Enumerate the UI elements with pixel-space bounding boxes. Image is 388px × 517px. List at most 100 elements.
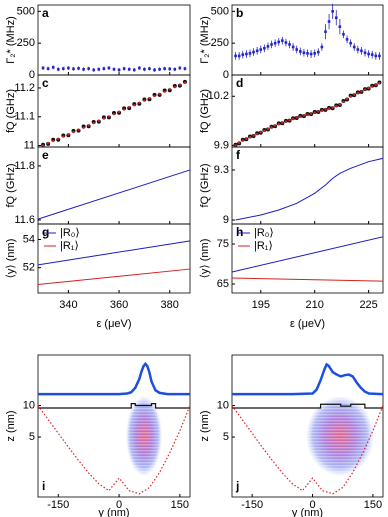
- point: [72, 67, 75, 71]
- point: [378, 54, 381, 58]
- panel-letter: a: [42, 6, 49, 20]
- point: [371, 85, 374, 88]
- panel-frame: [37, 223, 191, 294]
- series-line: [232, 403, 383, 409]
- point: [133, 104, 136, 107]
- x-tick-label: 225: [359, 299, 377, 311]
- point: [295, 48, 299, 51]
- panel-frame: [37, 4, 191, 76]
- point: [237, 54, 241, 58]
- panel-letter: b: [236, 6, 243, 20]
- x-tick-label: 195: [252, 299, 270, 311]
- series-line: [37, 169, 191, 220]
- y-tick-label: 11.1: [14, 111, 35, 123]
- point: [291, 45, 295, 49]
- point: [41, 66, 45, 70]
- panel-letter: f: [236, 148, 241, 162]
- point: [102, 117, 106, 120]
- point: [122, 108, 126, 111]
- y-tick-label: 11.6: [14, 214, 35, 226]
- point: [87, 124, 90, 127]
- point: [270, 43, 273, 46]
- y-axis-label: ⟨y⟩ (nm): [5, 239, 17, 279]
- y-axis-label: fQ (GHz): [199, 89, 211, 133]
- point: [277, 40, 281, 44]
- point: [299, 50, 302, 53]
- point: [252, 134, 255, 137]
- point: [277, 122, 280, 126]
- point: [342, 100, 345, 103]
- x-tick-label: -150: [241, 499, 263, 511]
- panel-letter: i: [42, 479, 45, 493]
- point: [102, 67, 106, 70]
- point: [306, 113, 309, 116]
- y-tick-label: 5: [29, 431, 35, 443]
- point: [345, 38, 349, 41]
- y-tick-label: 11.2: [14, 82, 35, 94]
- density-stripes: [306, 396, 374, 476]
- x-tick-label: -150: [47, 499, 69, 511]
- panel-frame: [231, 4, 384, 76]
- point: [302, 51, 306, 55]
- y-tick-label: 250: [211, 37, 229, 49]
- panel-letter: d: [236, 76, 243, 90]
- x-tick-label: 340: [59, 299, 77, 311]
- point: [266, 127, 270, 131]
- point: [334, 16, 338, 20]
- point: [241, 53, 245, 56]
- x-tick-label: 360: [110, 299, 128, 311]
- point: [313, 52, 316, 55]
- point: [363, 88, 367, 91]
- point: [295, 116, 298, 119]
- point: [178, 66, 182, 70]
- y-tick-label: 10: [23, 399, 35, 411]
- point: [349, 95, 352, 98]
- point: [327, 107, 331, 110]
- point: [158, 92, 161, 96]
- panel-letter: h: [236, 225, 243, 239]
- y-axis-label: Γ₂* (MHz): [199, 16, 211, 64]
- legend-label: |R₀⟩: [60, 227, 80, 239]
- point: [132, 68, 136, 72]
- point: [259, 48, 263, 51]
- legend-label: |R₀⟩: [254, 227, 274, 239]
- point: [67, 66, 70, 70]
- legend-label: |R₁⟩: [60, 240, 79, 252]
- panel-frame: [37, 74, 191, 148]
- point: [163, 67, 166, 70]
- point: [117, 68, 121, 72]
- point: [313, 111, 316, 114]
- density-stripes: [126, 396, 162, 476]
- point: [327, 20, 331, 23]
- point: [46, 67, 50, 70]
- point: [112, 112, 116, 116]
- point: [153, 94, 156, 98]
- point: [317, 110, 320, 113]
- point: [245, 137, 248, 141]
- panel-letter: g: [42, 225, 49, 239]
- point: [82, 126, 85, 129]
- point: [363, 51, 367, 55]
- point: [356, 48, 360, 51]
- y-tick-label: 5: [223, 431, 229, 443]
- y-tick-label: 250: [17, 37, 35, 49]
- y-axis-label: Γ₂* (MHz): [5, 16, 17, 64]
- y-tick-label: 9.9: [214, 139, 229, 151]
- point: [107, 115, 111, 118]
- point: [263, 129, 266, 132]
- y-axis-label: z (nm): [199, 410, 211, 441]
- point: [143, 99, 146, 102]
- point: [112, 67, 116, 71]
- point: [360, 90, 363, 93]
- point: [378, 81, 381, 85]
- point: [324, 108, 327, 111]
- x-axis-label: y (nm): [292, 507, 323, 517]
- point: [320, 109, 324, 112]
- point: [302, 114, 306, 117]
- series-line: [38, 403, 190, 409]
- point: [335, 104, 338, 108]
- point: [92, 68, 96, 72]
- point: [370, 53, 374, 56]
- point: [128, 106, 131, 109]
- series-line: [231, 236, 384, 273]
